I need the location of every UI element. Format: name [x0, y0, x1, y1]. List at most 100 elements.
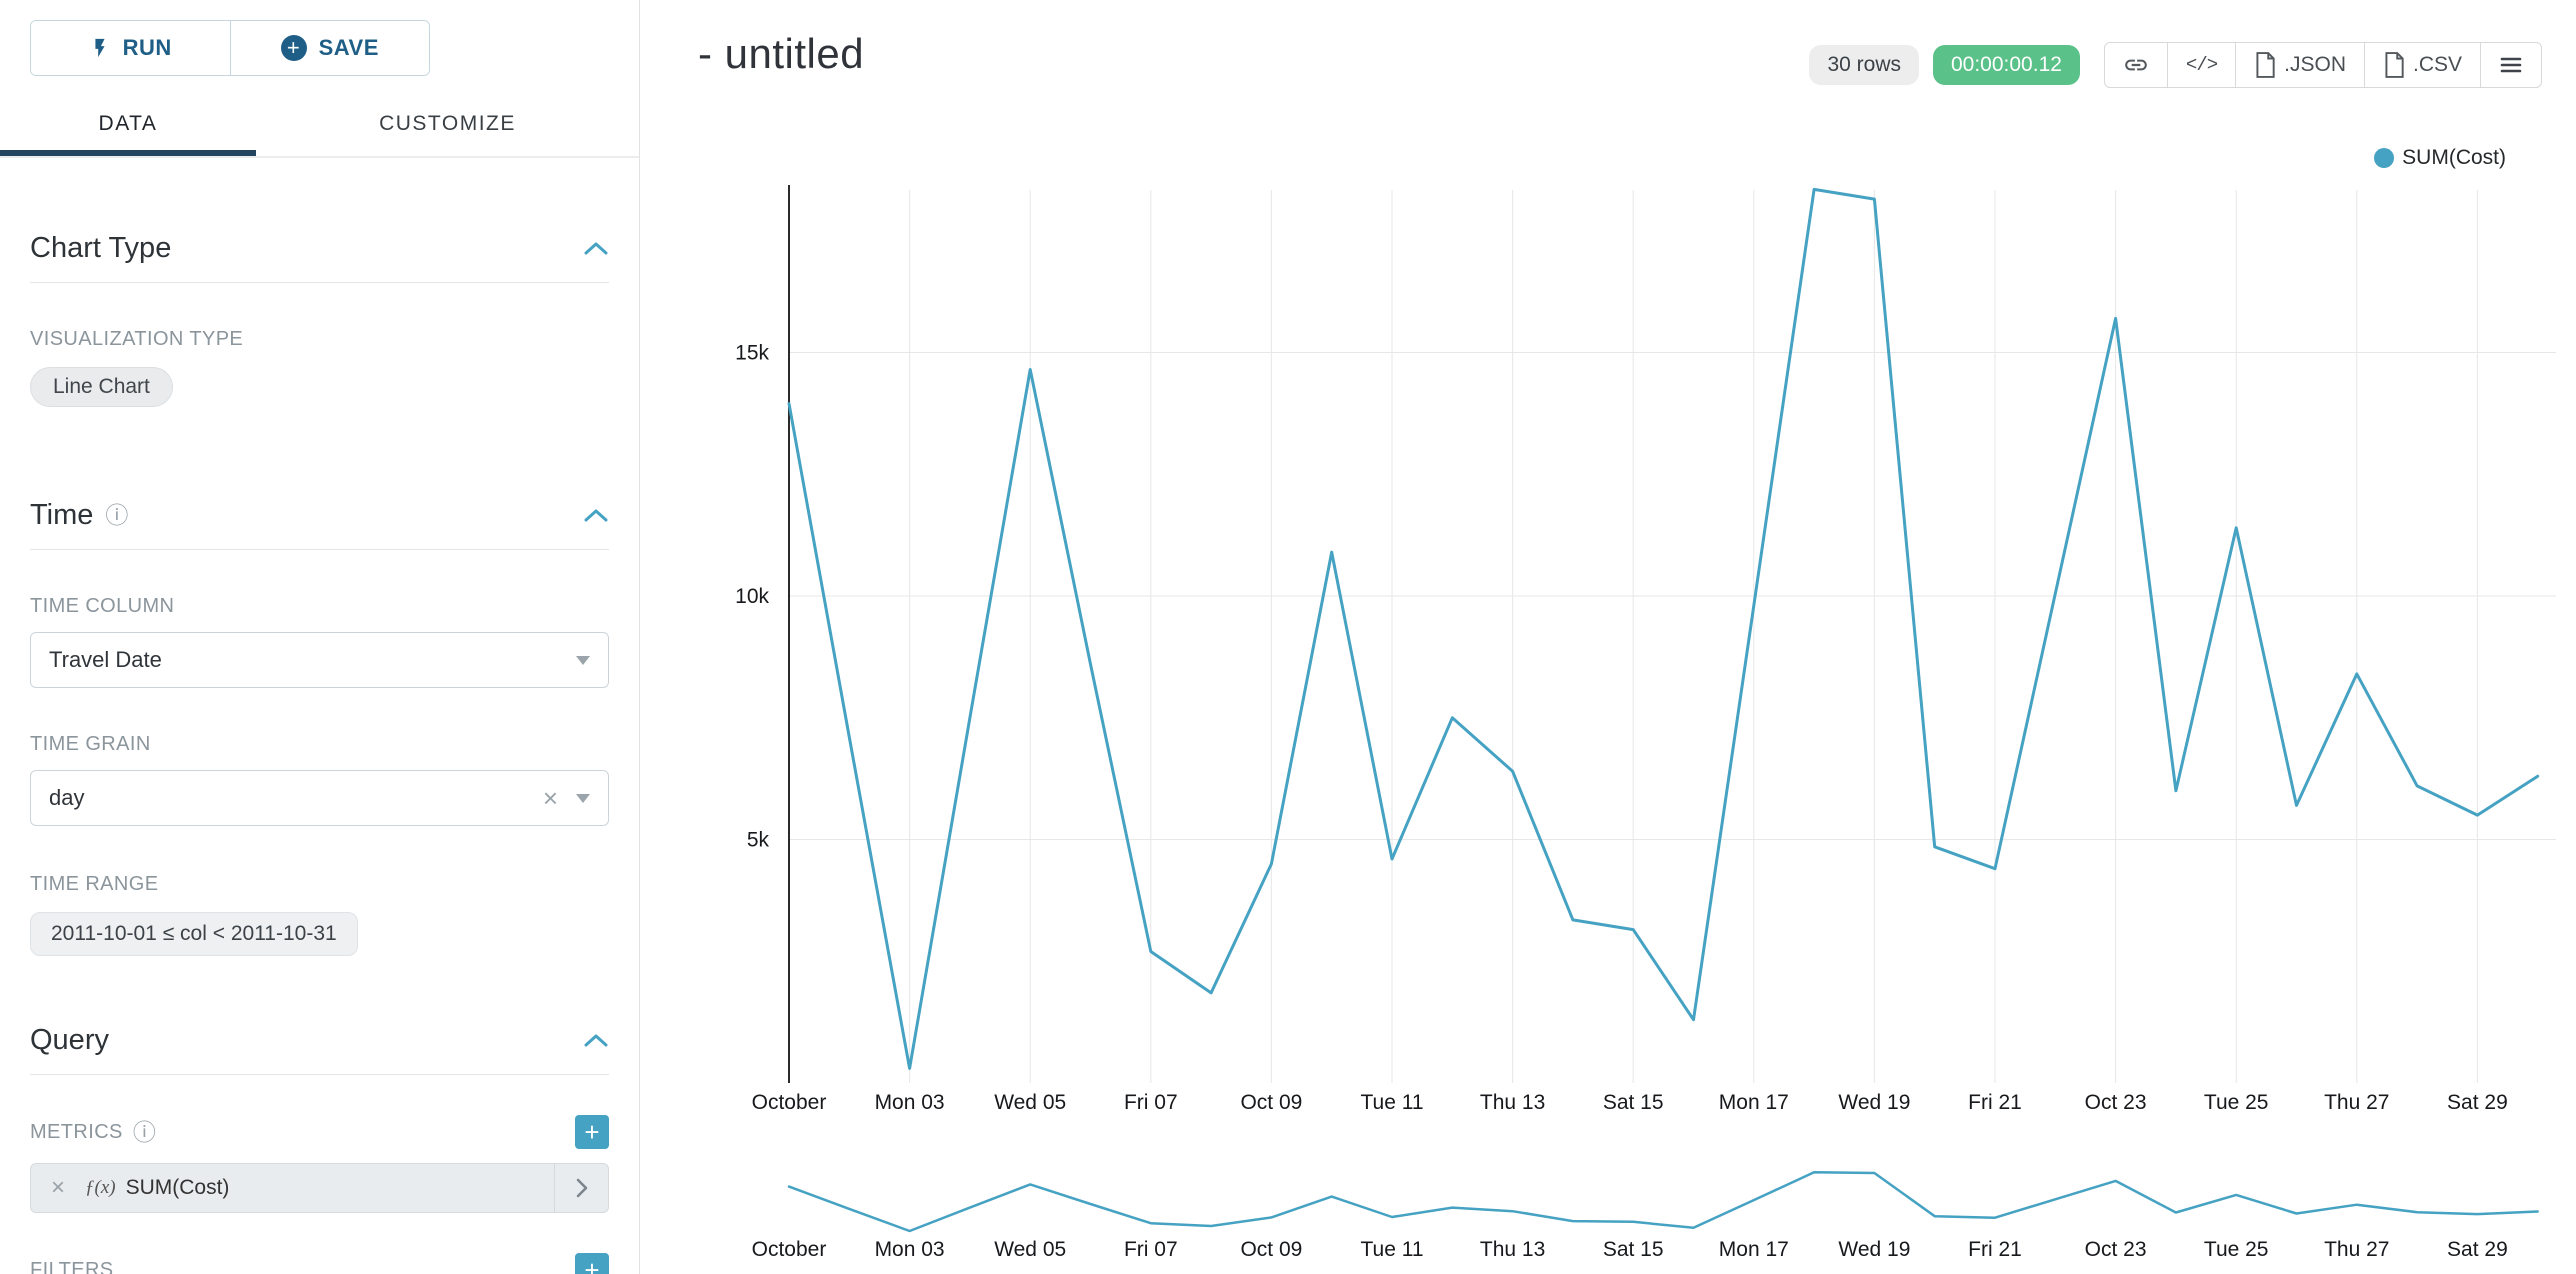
viz-type-pill[interactable]: Line Chart [30, 367, 173, 407]
svg-text:Thu 13: Thu 13 [1480, 1238, 1545, 1261]
menu-button[interactable] [2480, 42, 2542, 88]
svg-text:Thu 27: Thu 27 [2324, 1091, 2389, 1114]
time-range-label: TIME RANGE [30, 873, 159, 895]
svg-text:Wed 05: Wed 05 [994, 1091, 1066, 1114]
time-grain-label: TIME GRAIN [30, 733, 151, 755]
svg-text:Wed 05: Wed 05 [994, 1238, 1066, 1261]
svg-text:October: October [752, 1091, 827, 1114]
section-chart-type-title: Chart Type [30, 232, 172, 264]
query-timer-badge: 00:00:00.12 [1932, 45, 2080, 85]
svg-text:5k: 5k [747, 829, 770, 852]
save-button[interactable]: + SAVE [229, 21, 429, 75]
add-filter-button[interactable]: + [575, 1253, 609, 1274]
chart-legend[interactable]: SUM(Cost) [2374, 146, 2506, 170]
section-time-header[interactable]: Time ⓘ [30, 493, 609, 550]
save-plus-icon: + [280, 35, 307, 61]
caret-down-icon [576, 793, 590, 803]
clear-icon[interactable]: × [542, 783, 558, 813]
chevron-up-icon[interactable] [583, 1032, 609, 1048]
export-json-label: .JSON [2284, 53, 2346, 76]
time-range-pill[interactable]: 2011-10-01 ≤ col < 2011-10-31 [30, 912, 358, 956]
svg-text:Mon 17: Mon 17 [1719, 1238, 1789, 1261]
file-icon [2256, 52, 2275, 78]
svg-text:Sat 29: Sat 29 [2447, 1091, 2508, 1114]
file-icon [2385, 52, 2404, 78]
link-icon [2125, 59, 2147, 71]
svg-text:Mon 03: Mon 03 [875, 1238, 945, 1261]
svg-text:Mon 17: Mon 17 [1719, 1091, 1789, 1114]
add-metric-button[interactable]: + [575, 1115, 609, 1149]
tab-data[interactable]: DATA [0, 92, 256, 156]
svg-text:Fri 07: Fri 07 [1124, 1238, 1178, 1261]
share-link-button[interactable] [2103, 42, 2168, 88]
metrics-label: METRICS [30, 1121, 123, 1143]
time-column-label: TIME COLUMN [30, 595, 175, 617]
metrics-row: METRICS ⓘ + [30, 1115, 609, 1149]
svg-text:Oct 09: Oct 09 [1240, 1238, 1302, 1261]
svg-text:October: October [752, 1238, 827, 1261]
legend-dot-icon [2374, 148, 2395, 168]
svg-text:Oct 09: Oct 09 [1240, 1091, 1302, 1114]
svg-text:Fri 21: Fri 21 [1968, 1238, 2022, 1261]
svg-text:Sat 15: Sat 15 [1603, 1238, 1664, 1261]
svg-text:Wed 19: Wed 19 [1838, 1091, 1910, 1114]
info-icon: ⓘ [105, 501, 129, 528]
chart-panel: - untitled 30 rows 00:00:00.12 </> .JSON… [640, 0, 2576, 1274]
control-panel-body: Chart Type VISUALIZATION TYPE Line Chart… [0, 160, 639, 1274]
svg-text:Tue 25: Tue 25 [2204, 1238, 2269, 1261]
section-query-header[interactable]: Query [30, 1018, 609, 1075]
info-icon: ⓘ [132, 1118, 157, 1145]
visualization-type-label: VISUALIZATION TYPE [30, 328, 244, 350]
svg-text:Thu 13: Thu 13 [1480, 1091, 1545, 1114]
svg-text:Tue 11: Tue 11 [1360, 1238, 1423, 1261]
chart-title[interactable]: - untitled [698, 30, 865, 77]
section-query-title: Query [30, 1024, 109, 1056]
time-grain-value: day [49, 785, 85, 810]
svg-text:Sat 29: Sat 29 [2447, 1238, 2508, 1261]
svg-text:Oct 23: Oct 23 [2085, 1238, 2147, 1261]
section-chart-type-header[interactable]: Chart Type [30, 226, 609, 283]
svg-text:Oct 23: Oct 23 [2085, 1091, 2147, 1114]
svg-text:Thu 27: Thu 27 [2324, 1238, 2389, 1261]
filters-label: FILTERS [30, 1259, 114, 1274]
time-grain-select[interactable]: day × [30, 770, 609, 826]
svg-text:Tue 25: Tue 25 [2204, 1091, 2269, 1114]
panel-tabs: DATA CUSTOMIZE [0, 92, 639, 158]
export-json-button[interactable]: .JSON [2235, 42, 2365, 88]
save-button-label: SAVE [318, 35, 379, 60]
row-count-badge: 30 rows [1809, 45, 1919, 85]
remove-metric-icon[interactable]: × [50, 1174, 65, 1201]
chevron-up-icon[interactable] [583, 240, 609, 256]
filters-row: FILTERS + [30, 1253, 609, 1274]
export-csv-button[interactable]: .CSV [2363, 42, 2481, 88]
export-button-group: </> .JSON .CSV [2103, 42, 2542, 88]
view-query-button[interactable]: </> [2166, 42, 2237, 88]
chart-header-actions: 30 rows 00:00:00.12 </> .JSON .CSV [1809, 42, 2542, 88]
svg-text:Mon 03: Mon 03 [875, 1091, 945, 1114]
run-button-label: RUN [122, 35, 172, 60]
metric-name: SUM(Cost) [125, 1176, 230, 1199]
tab-customize[interactable]: CUSTOMIZE [379, 112, 516, 135]
svg-text:Tue 11: Tue 11 [1360, 1091, 1423, 1114]
lightning-icon [95, 38, 105, 58]
run-save-group: RUN + SAVE [30, 20, 430, 76]
line-chart[interactable]: 5k 10k 15k October October Mon 03 Mon 03 Wed 05… [640, 120, 2576, 1274]
section-time-title: Time [30, 499, 94, 531]
time-column-value: Travel Date [49, 647, 162, 672]
chevron-right-icon[interactable] [554, 1164, 608, 1212]
svg-text:15k: 15k [735, 342, 769, 365]
svg-text:10k: 10k [735, 585, 769, 608]
time-column-select[interactable]: Travel Date [30, 632, 609, 688]
chevron-up-icon[interactable] [583, 507, 609, 523]
fx-icon: ƒ(x) [85, 1177, 116, 1198]
run-button[interactable]: RUN [31, 21, 230, 75]
control-panel: RUN + SAVE DATA CUSTOMIZE Chart Type VIS… [0, 0, 640, 1274]
legend-series-label: SUM(Cost) [2402, 146, 2506, 169]
export-csv-label: .CSV [2412, 53, 2462, 76]
code-icon: </> [2185, 54, 2218, 76]
metric-item[interactable]: × ƒ(x) SUM(Cost) [30, 1163, 609, 1213]
svg-text:Wed 19: Wed 19 [1838, 1238, 1910, 1261]
hamburger-menu-icon [2500, 57, 2522, 73]
svg-text:Fri 21: Fri 21 [1968, 1091, 2022, 1114]
